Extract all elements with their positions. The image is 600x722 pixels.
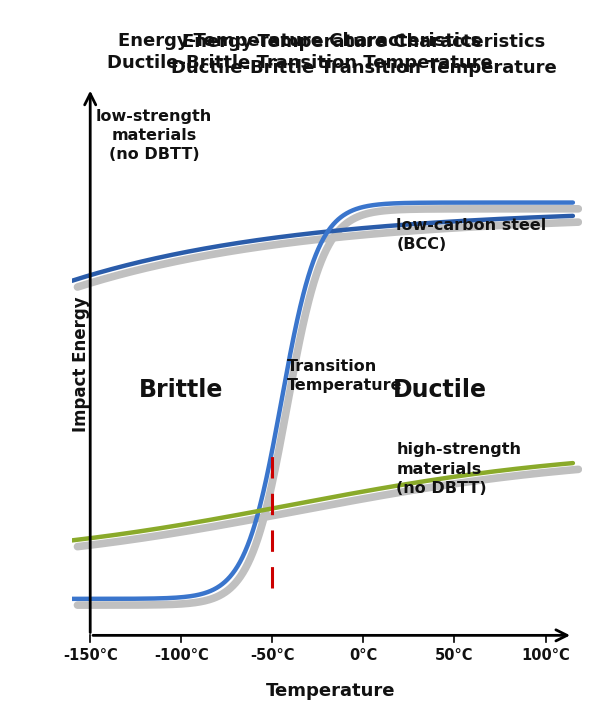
Text: Temperature: Temperature (266, 682, 395, 700)
Text: 50°C: 50°C (435, 648, 474, 664)
Text: 100°C: 100°C (521, 648, 570, 664)
Text: low-carbon steel
(BCC): low-carbon steel (BCC) (396, 218, 547, 253)
Text: Impact Energy: Impact Energy (72, 297, 90, 432)
Text: -50°C: -50°C (250, 648, 295, 664)
Text: Ductile-Brittle Transition Temperature: Ductile-Brittle Transition Temperature (107, 54, 493, 72)
Text: Ductile: Ductile (393, 378, 487, 402)
Text: -150°C: -150°C (63, 648, 118, 664)
Text: Brittle: Brittle (139, 378, 223, 402)
Text: Energy-Temperature Characteristics
Ductile-Brittle Transition Temperature: Energy-Temperature Characteristics Ducti… (170, 33, 556, 77)
Text: Transition
Temperature: Transition Temperature (287, 359, 403, 393)
Text: 0°C: 0°C (349, 648, 377, 664)
Text: low-strength
materials
(no DBTT): low-strength materials (no DBTT) (96, 109, 212, 162)
Text: high-strength
materials
(no DBTT): high-strength materials (no DBTT) (396, 443, 521, 496)
Text: Energy-Temperature Characteristics: Energy-Temperature Characteristics (118, 32, 482, 51)
Text: -100°C: -100°C (154, 648, 209, 664)
